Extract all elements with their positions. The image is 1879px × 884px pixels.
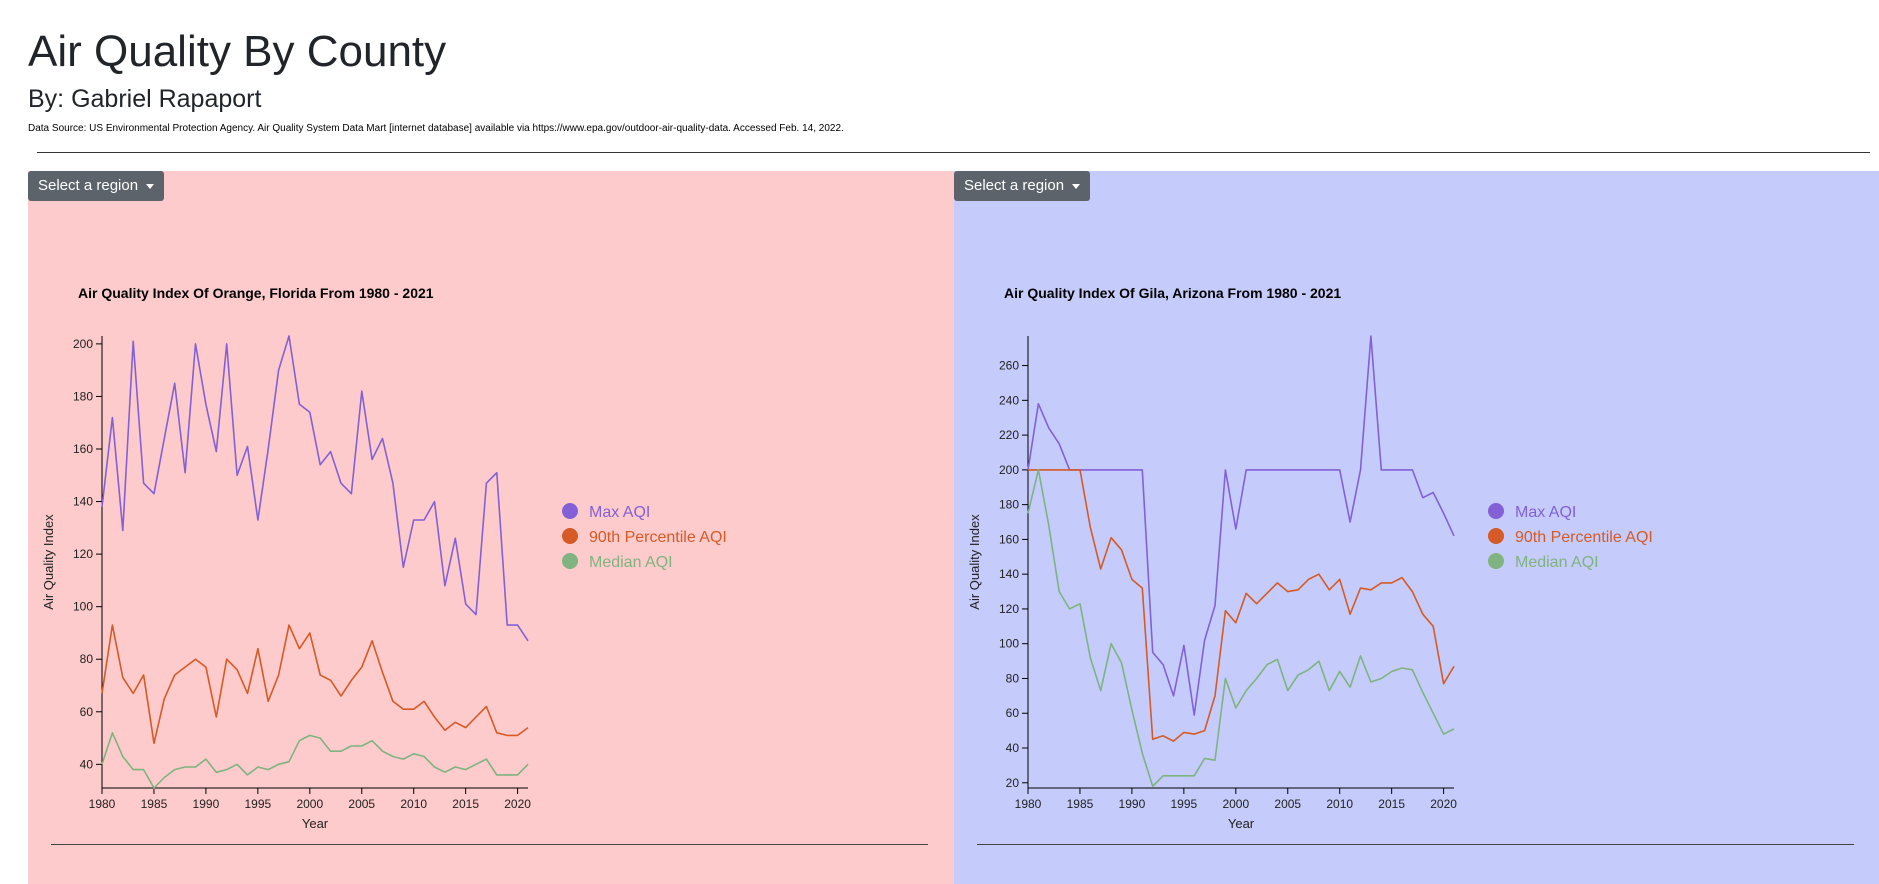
x-tick-label: 2015 <box>1378 797 1405 811</box>
aqi-line-chart-orange: Air Quality Index Of Orange, Florida Fro… <box>41 285 727 831</box>
legend-label: 90th Percentile AQI <box>1515 529 1653 546</box>
legend-marker-icon <box>1488 528 1504 544</box>
legend-marker-icon <box>562 553 578 569</box>
chart-legend: Max AQI 90th Percentile AQI Median AQI <box>562 503 727 571</box>
x-tick-label: 2005 <box>1274 797 1301 811</box>
chart-title: Air Quality Index Of Gila, Arizona From … <box>1004 285 1341 301</box>
panel-divider <box>51 844 928 845</box>
x-axis-label: Year <box>1228 816 1255 831</box>
y-tick-label: 120 <box>999 602 1019 616</box>
x-tick-label: 2000 <box>296 797 323 811</box>
x-tick-label: 1980 <box>89 797 116 811</box>
header-divider <box>37 152 1870 153</box>
legend-marker-icon <box>1488 503 1504 519</box>
x-tick-label: 2010 <box>400 797 427 811</box>
legend-label: 90th Percentile AQI <box>589 529 727 546</box>
y-tick-label: 100 <box>999 637 1019 651</box>
x-axis-label: Year <box>302 816 329 831</box>
caret-down-icon <box>146 183 155 189</box>
legend-label: Median AQI <box>1515 554 1599 571</box>
x-tick-label: 1980 <box>1015 797 1042 811</box>
y-tick-label: 40 <box>1006 741 1020 755</box>
y-tick-label: 60 <box>80 705 94 719</box>
y-tick-label: 80 <box>1006 671 1020 685</box>
legend-label: Median AQI <box>589 554 673 571</box>
axes: 20 40 60 80 100 120 140 160 180 200 220 240 260 1980 1… <box>999 336 1457 811</box>
x-tick-label: 2000 <box>1222 797 1249 811</box>
legend-label: Max AQI <box>589 504 650 521</box>
region-dropdown-label: Select a region <box>964 177 1065 194</box>
y-tick-label: 160 <box>73 442 93 456</box>
legend-label: Max AQI <box>1515 504 1576 521</box>
region-dropdown-button[interactable]: Select a region <box>954 171 1091 201</box>
series-line-median-aqi <box>101 731 529 789</box>
legend-marker-icon <box>1488 553 1504 569</box>
y-tick-label: 120 <box>73 547 93 561</box>
series-line-90th-percentile-aqi <box>101 624 529 745</box>
aqi-line-chart-gila: Air Quality Index Of Gila, Arizona From … <box>967 285 1653 831</box>
x-tick-label: 2010 <box>1326 797 1353 811</box>
legend-marker-icon <box>562 528 578 544</box>
legend-marker-icon <box>562 503 578 519</box>
y-tick-label: 40 <box>80 757 94 771</box>
x-tick-label: 1990 <box>1119 797 1146 811</box>
right-chart-panel: Select a region Air Quality Index Of Gil… <box>954 171 1879 884</box>
x-tick-label: 1985 <box>141 797 168 811</box>
axes: 40 60 80 100 120 140 160 180 200 1980 1985 1990 1995… <box>73 336 531 811</box>
y-axis-label: Air Quality Index <box>967 514 982 610</box>
y-tick-label: 180 <box>73 389 93 403</box>
y-tick-label: 160 <box>999 532 1019 546</box>
region-dropdown-label: Select a region <box>38 177 139 194</box>
y-tick-label: 140 <box>999 567 1019 581</box>
chart-title: Air Quality Index Of Orange, Florida Fro… <box>78 285 434 301</box>
y-tick-label: 60 <box>1006 706 1020 720</box>
x-tick-label: 1995 <box>245 797 272 811</box>
x-tick-label: 1990 <box>193 797 220 811</box>
x-tick-label: 2005 <box>348 797 375 811</box>
caret-down-icon <box>1072 183 1081 189</box>
x-tick-label: 1985 <box>1067 797 1094 811</box>
y-axis-label: Air Quality Index <box>41 514 56 610</box>
y-tick-label: 20 <box>1006 776 1020 790</box>
left-chart-panel: Select a region Air Quality Index Of Ora… <box>28 171 954 884</box>
x-tick-label: 2020 <box>1430 797 1457 811</box>
x-tick-label: 2015 <box>452 797 479 811</box>
series-line-median-aqi <box>1027 469 1455 788</box>
series-line-90th-percentile-aqi <box>1028 469 1455 742</box>
panel-divider <box>977 844 1854 845</box>
series-line-max-aqi <box>101 335 529 642</box>
page-title: Air Quality By County <box>28 27 447 76</box>
y-tick-label: 200 <box>999 463 1019 477</box>
x-tick-label: 2020 <box>504 797 531 811</box>
y-tick-label: 260 <box>999 359 1019 373</box>
y-tick-label: 140 <box>73 495 93 509</box>
y-tick-label: 200 <box>73 337 93 351</box>
x-tick-label: 1995 <box>1171 797 1198 811</box>
data-source-note: Data Source: US Environmental Protection… <box>28 123 844 134</box>
author-byline: By: Gabriel Rapaport <box>28 85 262 113</box>
region-dropdown-button[interactable]: Select a region <box>28 171 165 201</box>
y-tick-label: 180 <box>999 498 1019 512</box>
y-tick-label: 220 <box>999 428 1019 442</box>
y-tick-label: 100 <box>73 600 93 614</box>
series-line-max-aqi <box>1027 335 1455 716</box>
y-tick-label: 80 <box>80 652 94 666</box>
chart-legend: Max AQI 90th Percentile AQI Median AQI <box>1488 503 1653 571</box>
y-tick-label: 240 <box>999 393 1019 407</box>
